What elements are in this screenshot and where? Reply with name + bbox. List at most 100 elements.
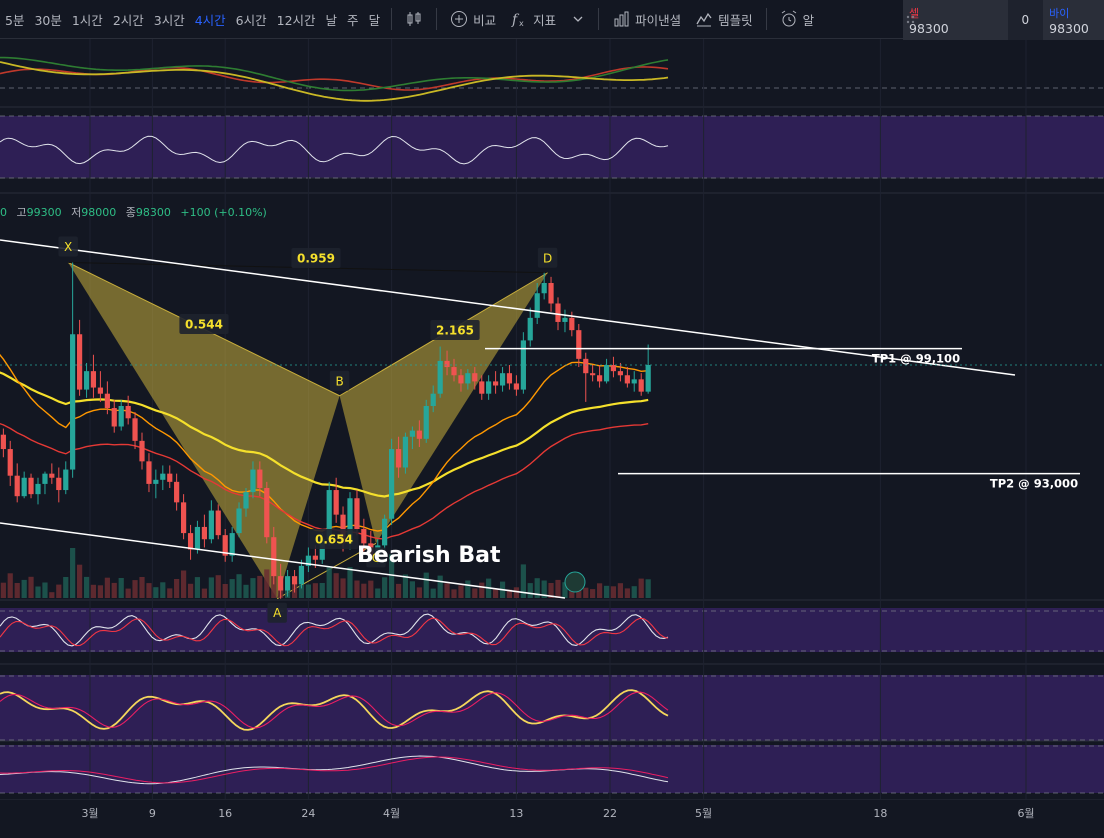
candle [347,498,353,544]
timeframe-12시간[interactable]: 12시간 [276,12,316,28]
candle [187,533,194,550]
volume-bar [250,578,256,598]
ratio-label-X-B: 0.544 [185,318,223,332]
timeframe-6시간[interactable]: 6시간 [235,12,267,28]
time-axis: 3월 9 16 24 4월 13 22 5월 18 6월 [0,800,1104,838]
volume-bar [312,583,318,598]
point-label-X: X [64,240,72,254]
volume-bar [409,581,415,598]
x-tick-label: 24 [301,807,315,820]
timeframe-1시간[interactable]: 1시간 [71,12,103,28]
candle [104,393,110,409]
pattern-labels: X A B C D 0.959 0.544 0.654 2.165 Bearish Bat TP1 … [58,236,1078,623]
candle [90,371,97,388]
candle [49,473,55,478]
candle [534,293,540,318]
candle [402,436,409,468]
candle [583,358,589,374]
candle [382,518,388,546]
pane-macd [0,39,1104,107]
candle [181,502,187,534]
timeframe-5분[interactable]: 5분 [5,12,25,28]
volume-bar [382,577,388,598]
volume-bar [187,583,194,598]
alert-label: 알 [802,12,815,28]
oscillators [0,56,669,785]
alert-button[interactable]: 알 [773,10,822,29]
osc2-slow-line [0,691,669,729]
financials-button[interactable]: 파이낸셜 [605,10,688,29]
timeframe-날[interactable]: 날 [325,12,338,28]
candle [63,469,69,491]
candle [645,365,651,392]
candle-type-button[interactable] [398,10,430,28]
volume-bar [21,579,27,598]
candle [520,340,526,390]
candle [389,449,395,519]
candle [562,317,568,322]
candle [451,367,457,376]
ma-yellow [0,371,649,498]
rsi-line [0,135,669,165]
volume-bar [465,580,471,598]
timeframe-달[interactable]: 달 [368,12,381,28]
volume-bar [326,566,332,598]
timeframe-30분[interactable]: 30분 [34,12,62,28]
candle [631,379,637,384]
sell-price: 98300 [909,20,949,36]
volume-bar [83,576,90,598]
x-tick-label: 22 [603,807,617,820]
toolbar-divider [598,8,600,30]
timeframe-2시간[interactable]: 2시간 [112,12,144,28]
pane-osc-3 [0,745,1104,793]
candle [437,360,443,394]
candle [486,381,492,394]
trendlines [0,239,1104,599]
indicators-label: 지표 [533,12,557,28]
timeframe-4시간[interactable]: 4시간 [194,12,226,28]
volume-bar [520,564,526,598]
templates-label: 템플릿 [718,12,753,28]
volume-bar [243,584,249,598]
candles [0,262,651,599]
candle [361,529,367,544]
candle [479,381,485,394]
timeframe-주[interactable]: 주 [347,12,359,28]
bar-chart-icon [614,11,629,27]
volume-bar [208,577,214,598]
candle [132,418,138,441]
volume-bars [0,548,651,598]
templates-button[interactable]: 템플릿 [688,10,760,29]
candle [83,371,90,390]
point-label-D-bg [537,247,558,268]
volume-bar [97,585,103,598]
volume-bar [194,577,201,598]
timeframe-3시간[interactable]: 3시간 [153,12,185,28]
candle [194,526,201,550]
volume-bar [444,583,450,598]
candle [513,383,519,390]
candle [610,365,617,372]
candle [430,393,436,406]
volume-bar [181,570,187,598]
legend-close-label: 종 [125,206,136,219]
volume-bar [347,567,353,598]
candle [153,479,159,484]
volume-bar [56,584,62,598]
candle [139,440,145,462]
candle [541,283,547,294]
compare-button[interactable]: 비교 [443,10,503,29]
volume-bar [118,578,124,598]
candle [208,510,214,540]
volume-bar [333,573,339,598]
candle [569,317,575,331]
candle [548,283,554,304]
drag-handle-icon[interactable] [905,14,917,26]
sell-button[interactable]: 셀 98300 [903,0,1008,40]
buy-button[interactable]: 바이 98300 [1043,0,1104,40]
macd-green-line [0,56,669,92]
volume-bar [298,584,305,598]
